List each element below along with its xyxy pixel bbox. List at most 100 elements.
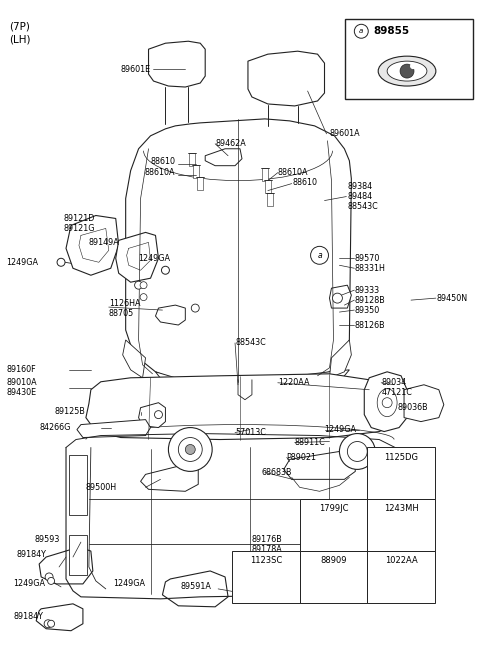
Bar: [232, 551, 300, 603]
Text: 1249GA: 1249GA: [139, 254, 170, 263]
Text: 88705: 88705: [109, 308, 134, 318]
Polygon shape: [66, 215, 119, 276]
Circle shape: [400, 64, 414, 78]
Text: P89021: P89021: [287, 453, 317, 462]
Text: 1249GA: 1249GA: [324, 425, 357, 434]
Polygon shape: [248, 51, 324, 106]
Ellipse shape: [325, 528, 341, 538]
Bar: [328, 578, 338, 581]
Text: 89125B: 89125B: [54, 407, 85, 416]
Text: 89484: 89484: [348, 192, 372, 201]
Circle shape: [48, 621, 55, 627]
Polygon shape: [86, 374, 399, 440]
Circle shape: [311, 247, 328, 264]
Text: 88610: 88610: [293, 178, 318, 187]
Circle shape: [168, 428, 212, 472]
Bar: [329, 578, 337, 592]
Polygon shape: [162, 571, 228, 607]
Ellipse shape: [387, 61, 427, 81]
Text: 89178A: 89178A: [252, 544, 283, 554]
Text: 1126HA: 1126HA: [109, 298, 140, 308]
Text: 88911C: 88911C: [295, 438, 325, 447]
Bar: [367, 447, 435, 499]
Bar: [396, 526, 406, 529]
Polygon shape: [329, 285, 351, 308]
Circle shape: [48, 577, 55, 584]
Circle shape: [395, 579, 407, 590]
Text: 88543C: 88543C: [235, 338, 266, 348]
Text: 84266G: 84266G: [39, 423, 71, 432]
Text: 89160F: 89160F: [6, 365, 36, 375]
Polygon shape: [156, 305, 185, 325]
Text: 57013C: 57013C: [235, 428, 266, 437]
Circle shape: [44, 620, 52, 628]
Text: 89121D: 89121D: [63, 214, 95, 223]
Circle shape: [192, 304, 199, 312]
Polygon shape: [77, 420, 151, 438]
Polygon shape: [116, 232, 158, 282]
Bar: [346, 19, 473, 99]
Polygon shape: [284, 451, 355, 480]
Text: 1022AA: 1022AA: [384, 556, 418, 565]
Text: 89855: 89855: [373, 26, 409, 36]
Bar: [300, 551, 367, 603]
Text: 1243MH: 1243MH: [384, 504, 419, 513]
Polygon shape: [126, 119, 351, 382]
Text: 1249GA: 1249GA: [113, 579, 145, 588]
Circle shape: [398, 582, 404, 587]
Polygon shape: [36, 604, 83, 630]
Text: 47121C: 47121C: [381, 388, 412, 398]
Text: 89034: 89034: [381, 379, 406, 387]
Polygon shape: [205, 149, 242, 166]
Circle shape: [140, 281, 147, 289]
Text: 88610A: 88610A: [278, 168, 308, 177]
Text: 89430E: 89430E: [6, 388, 36, 398]
Polygon shape: [265, 180, 271, 193]
Circle shape: [57, 258, 65, 266]
Circle shape: [140, 294, 147, 300]
Polygon shape: [141, 464, 198, 491]
Text: 00824: 00824: [245, 583, 270, 592]
Bar: [396, 474, 406, 478]
Circle shape: [161, 266, 169, 274]
Text: 1249GA: 1249GA: [13, 579, 45, 588]
Text: 89593: 89593: [34, 535, 60, 544]
Bar: [367, 499, 435, 551]
Polygon shape: [193, 165, 199, 178]
Text: a: a: [359, 28, 363, 34]
Text: 89128B: 89128B: [354, 296, 385, 304]
Bar: [397, 474, 405, 488]
Text: 88331H: 88331H: [354, 264, 385, 273]
Text: 1123SC: 1123SC: [250, 556, 282, 565]
Text: 89333: 89333: [354, 285, 380, 295]
Text: 1799JC: 1799JC: [319, 504, 348, 513]
Circle shape: [134, 281, 143, 289]
Text: 88126B: 88126B: [354, 321, 385, 329]
Circle shape: [354, 24, 368, 38]
Text: 89121G: 89121G: [63, 224, 95, 233]
Polygon shape: [329, 340, 351, 378]
Text: 88543C: 88543C: [348, 202, 378, 211]
Text: 88610: 88610: [150, 157, 175, 166]
Text: 89570: 89570: [354, 254, 380, 263]
Circle shape: [253, 587, 263, 597]
Bar: [261, 578, 271, 581]
Text: 89500H: 89500H: [86, 483, 117, 492]
Polygon shape: [404, 385, 444, 422]
Text: 89601E: 89601E: [120, 64, 151, 73]
Text: (7P): (7P): [9, 21, 30, 31]
Text: 89184Y: 89184Y: [13, 612, 43, 621]
Bar: [397, 526, 405, 540]
Circle shape: [235, 588, 245, 598]
Polygon shape: [262, 168, 268, 180]
Polygon shape: [267, 193, 273, 205]
Polygon shape: [197, 176, 203, 190]
Bar: [262, 578, 270, 592]
Polygon shape: [139, 403, 166, 428]
Circle shape: [382, 398, 392, 407]
Circle shape: [339, 434, 375, 470]
Bar: [300, 499, 367, 551]
Polygon shape: [364, 372, 407, 432]
Circle shape: [179, 438, 202, 461]
Polygon shape: [123, 340, 145, 378]
